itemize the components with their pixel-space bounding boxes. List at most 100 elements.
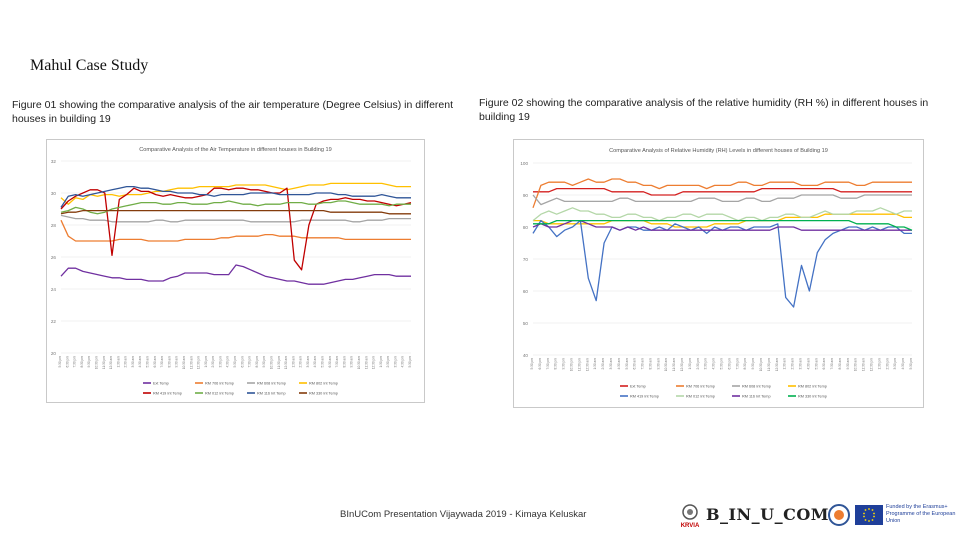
x-tick-label: 1:30 pm xyxy=(877,358,881,370)
legend-label: RM 330 Int Temp xyxy=(309,392,338,396)
x-tick-label: 10:30 am xyxy=(854,358,858,372)
x-tick-label: 5:30 am xyxy=(146,356,150,368)
x-tick-label: 2:30 pm xyxy=(696,358,700,370)
x-tick-label: 9:30 pm xyxy=(562,358,566,370)
x-tick-label: 3:30 pm xyxy=(218,356,222,368)
x-tick-label: 7:30 am xyxy=(335,356,339,368)
legend-label: RM 706 Int Temp xyxy=(686,385,715,389)
series-line xyxy=(60,182,411,205)
legend-label: RM 802 Int Temp xyxy=(798,385,827,389)
x-tick-label: 10:30 am xyxy=(664,358,668,372)
x-tick-label: 11:30 pm xyxy=(102,356,106,369)
x-tick-label: 10:30 pm xyxy=(94,356,98,370)
series-line xyxy=(60,187,412,271)
x-tick-label: 12:30 pm xyxy=(870,358,874,372)
x-tick-label: 2:30 pm xyxy=(386,356,390,368)
y-tick-label: 28 xyxy=(51,223,57,228)
legend-label: RM 608 Int Temp xyxy=(257,382,286,386)
figure-2-caption: Figure 02 showing the comparative analys… xyxy=(479,97,929,123)
series-line xyxy=(533,187,912,196)
temperature-chart-svg: Comparative Analysis of the Air Temperat… xyxy=(51,147,412,396)
x-tick-label: 7:30 pm xyxy=(546,358,550,370)
x-tick-label: 9:30 pm xyxy=(262,356,266,368)
x-tick-label: 4:30 am xyxy=(138,356,142,368)
x-tick-label: 10:30 pm xyxy=(759,358,763,372)
binucom-logo: B_IN_U_COM xyxy=(706,505,829,524)
eu-funding-text: Funded by the Erasmus+ Programme of the … xyxy=(886,504,956,524)
x-tick-label: 1:30 am xyxy=(116,356,120,368)
x-tick-label: 2:30 am xyxy=(601,358,605,370)
x-tick-label: 8:30 am xyxy=(648,358,652,370)
series-line xyxy=(533,219,913,231)
x-tick-label: 3:30 pm xyxy=(704,358,708,370)
slide-title: Mahul Case Study xyxy=(30,57,149,74)
x-tick-label: 11:30 am xyxy=(862,358,866,371)
y-tick-label: 100 xyxy=(520,161,528,166)
humidity-chart: Comparative Analysis of Relative Humidit… xyxy=(513,139,924,408)
legend-label: RM 706 Int Temp xyxy=(205,382,234,386)
legend-label: RM 330 Int Temp xyxy=(798,395,827,399)
x-tick-label: 8:30 am xyxy=(167,356,171,368)
x-tick-label: 12:30 pm xyxy=(197,356,201,370)
series-line xyxy=(60,219,411,242)
x-tick-label: 3:30 pm xyxy=(393,356,397,368)
x-tick-label: 7:30 pm xyxy=(248,356,252,368)
x-tick-label: 8:30 am xyxy=(342,356,346,368)
x-tick-label: 9:30 pm xyxy=(751,358,755,370)
legend-label: RM 012 Int Temp xyxy=(686,395,715,399)
x-tick-label: 11:30 pm xyxy=(767,358,771,371)
krvia-logo: KRVIA xyxy=(681,504,700,529)
x-tick-label: 10:30 am xyxy=(182,356,186,370)
x-tick-label: 5:30 pm xyxy=(909,358,913,370)
y-tick-label: 50 xyxy=(523,321,529,326)
x-tick-label: 11:30 am xyxy=(364,356,368,369)
x-tick-label: 6:30 am xyxy=(328,356,332,368)
x-tick-label: 1:30 pm xyxy=(688,358,692,370)
x-tick-label: 1:30 am xyxy=(593,358,597,370)
x-tick-label: 1:30 pm xyxy=(379,356,383,368)
legend-label: RM 012 Int Temp xyxy=(205,392,234,396)
legend-label: Ext Temp xyxy=(153,382,169,386)
y-tick-label: 60 xyxy=(523,289,529,294)
x-tick-label: 10:30 am xyxy=(357,356,361,370)
chart-title: Comparative Analysis of Relative Humidit… xyxy=(609,148,828,154)
x-tick-label: 2:30 pm xyxy=(211,356,215,368)
legend-label: RM 802 Int Temp xyxy=(309,382,338,386)
series-line xyxy=(60,200,411,215)
x-tick-label: 5:30 pm xyxy=(530,358,534,370)
x-tick-label: 4:30 pm xyxy=(712,358,716,370)
x-tick-label: 8:30 pm xyxy=(743,358,747,370)
series-line xyxy=(60,264,411,285)
temperature-chart: Comparative Analysis of the Air Temperat… xyxy=(46,139,425,403)
x-tick-label: 4:30 pm xyxy=(226,356,230,368)
x-tick-label: 12:30 am xyxy=(775,358,779,372)
x-tick-label: 12:30 am xyxy=(109,356,113,370)
y-tick-label: 26 xyxy=(51,255,57,260)
x-tick-label: 3:30 am xyxy=(609,358,613,370)
x-tick-label: 11:30 am xyxy=(672,358,676,371)
x-tick-label: 5:30 am xyxy=(625,358,629,370)
figure-1-caption: Figure 01 showing the comparative analys… xyxy=(12,99,454,125)
x-tick-label: 4:30 am xyxy=(617,358,621,370)
x-tick-label: 10:30 pm xyxy=(269,356,273,370)
y-tick-label: 20 xyxy=(51,351,57,356)
legend-label: Ext Temp xyxy=(630,385,646,389)
series-line xyxy=(532,194,912,206)
x-tick-label: 6:30 am xyxy=(153,356,157,368)
series-line xyxy=(532,219,912,231)
x-tick-label: 9:30 am xyxy=(175,356,179,368)
x-tick-label: 6:30 pm xyxy=(65,356,69,368)
y-tick-label: 30 xyxy=(51,191,57,196)
x-tick-label: 8:30 am xyxy=(838,358,842,370)
x-tick-label: 6:30 pm xyxy=(538,358,542,370)
eu-flag-icon xyxy=(855,505,883,525)
x-tick-label: 5:30 pm xyxy=(408,356,412,368)
legend-label: RM 419 Int Temp xyxy=(630,395,659,399)
y-tick-label: 40 xyxy=(523,353,529,358)
series-line xyxy=(532,207,912,222)
x-tick-label: 6:30 am xyxy=(633,358,637,370)
partner-round-logo xyxy=(828,504,850,526)
x-tick-label: 7:30 am xyxy=(830,358,834,370)
x-tick-label: 8:30 pm xyxy=(554,358,558,370)
legend-label: RM 116 Int Temp xyxy=(257,392,286,396)
